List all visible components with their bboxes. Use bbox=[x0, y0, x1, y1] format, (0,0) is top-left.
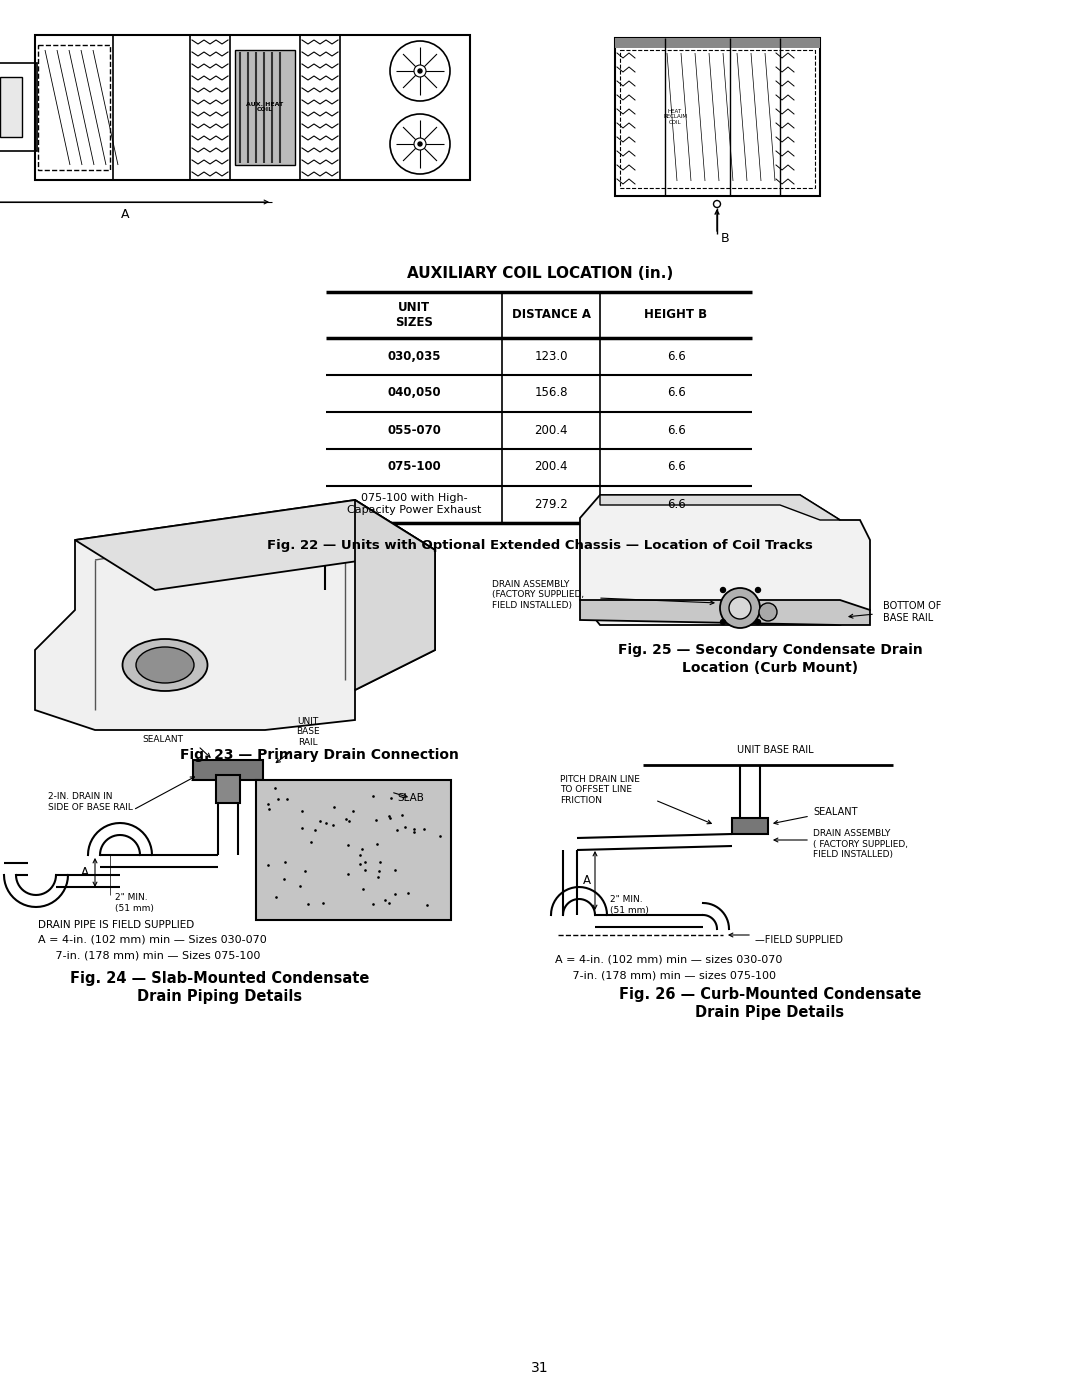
Text: 123.0: 123.0 bbox=[535, 349, 568, 362]
Text: 030,035: 030,035 bbox=[388, 349, 441, 362]
Bar bbox=[615, 38, 820, 196]
Text: SLAB: SLAB bbox=[397, 793, 424, 803]
Text: Drain Pipe Details: Drain Pipe Details bbox=[696, 1006, 845, 1020]
Bar bbox=[235, 50, 295, 165]
Bar bbox=[0, 63, 37, 151]
Text: DRAIN ASSEMBLY: DRAIN ASSEMBLY bbox=[813, 830, 890, 838]
Text: UNIT
SIZES: UNIT SIZES bbox=[395, 300, 433, 330]
Circle shape bbox=[414, 138, 426, 149]
Circle shape bbox=[720, 588, 760, 629]
Text: 6.6: 6.6 bbox=[666, 461, 686, 474]
Bar bbox=[615, 38, 820, 47]
Text: AUX. HEAT
COIL: AUX. HEAT COIL bbox=[246, 102, 284, 112]
Text: Fig. 26 — Curb-Mounted Condensate: Fig. 26 — Curb-Mounted Condensate bbox=[619, 988, 921, 1003]
Text: ( FACTORY SUPPLIED,: ( FACTORY SUPPLIED, bbox=[813, 840, 908, 848]
Text: SEALANT: SEALANT bbox=[143, 735, 184, 745]
Text: A = 4-in. (102 mm) min — Sizes 030-070: A = 4-in. (102 mm) min — Sizes 030-070 bbox=[38, 935, 267, 944]
Circle shape bbox=[756, 588, 760, 592]
Text: 156.8: 156.8 bbox=[535, 387, 568, 400]
Text: BOTTOM OF
BASE RAIL: BOTTOM OF BASE RAIL bbox=[883, 601, 942, 623]
Text: AUXILIARY COIL LOCATION (in.): AUXILIARY COIL LOCATION (in.) bbox=[407, 267, 673, 282]
Text: Fig. 22 — Units with Optional Extended Chassis — Location of Coil Tracks: Fig. 22 — Units with Optional Extended C… bbox=[267, 538, 813, 552]
Text: 6.6: 6.6 bbox=[666, 497, 686, 510]
Text: 2-IN. DRAIN IN
SIDE OF BASE RAIL: 2-IN. DRAIN IN SIDE OF BASE RAIL bbox=[48, 792, 133, 812]
Text: B: B bbox=[720, 232, 729, 244]
Text: UNIT BASE RAIL: UNIT BASE RAIL bbox=[737, 745, 813, 754]
Text: A: A bbox=[121, 208, 130, 221]
Bar bbox=[216, 775, 240, 803]
Circle shape bbox=[418, 68, 422, 73]
Text: A: A bbox=[81, 866, 89, 879]
Polygon shape bbox=[35, 500, 435, 731]
Text: 2" MIN.
(51 mm): 2" MIN. (51 mm) bbox=[610, 895, 649, 915]
Text: 2" MIN.
(51 mm): 2" MIN. (51 mm) bbox=[114, 893, 153, 912]
Text: 075-100: 075-100 bbox=[387, 461, 441, 474]
Text: 6.6: 6.6 bbox=[666, 387, 686, 400]
Bar bbox=[256, 780, 451, 921]
Text: Location (Curb Mount): Location (Curb Mount) bbox=[681, 661, 859, 675]
Text: 279.2: 279.2 bbox=[535, 497, 568, 510]
Ellipse shape bbox=[136, 647, 194, 683]
Bar bbox=[620, 50, 815, 189]
Text: HEIGHT B: HEIGHT B bbox=[645, 309, 707, 321]
Text: HEAT
RECLAIM
COIL: HEAT RECLAIM COIL bbox=[663, 109, 687, 126]
Bar bbox=[732, 819, 768, 834]
Circle shape bbox=[759, 604, 777, 622]
Bar bbox=[35, 35, 470, 180]
Polygon shape bbox=[580, 495, 870, 624]
Text: DRAIN PIPE IS FIELD SUPPLIED: DRAIN PIPE IS FIELD SUPPLIED bbox=[38, 921, 194, 930]
Text: Fig. 25 — Secondary Condensate Drain: Fig. 25 — Secondary Condensate Drain bbox=[618, 643, 922, 657]
Text: DISTANCE A: DISTANCE A bbox=[512, 309, 591, 321]
Text: 040,050: 040,050 bbox=[388, 387, 441, 400]
Circle shape bbox=[714, 201, 720, 208]
Polygon shape bbox=[600, 495, 840, 520]
Text: SEALANT: SEALANT bbox=[813, 807, 858, 817]
Text: PITCH DRAIN LINE
TO OFFSET LINE
FRICTION: PITCH DRAIN LINE TO OFFSET LINE FRICTION bbox=[561, 775, 639, 805]
Circle shape bbox=[414, 66, 426, 77]
Text: 6.6: 6.6 bbox=[666, 349, 686, 362]
Text: 7-in. (178 mm) min — Sizes 075-100: 7-in. (178 mm) min — Sizes 075-100 bbox=[38, 950, 260, 960]
Polygon shape bbox=[580, 599, 870, 624]
Text: A = 4-in. (102 mm) min — sizes 030-070: A = 4-in. (102 mm) min — sizes 030-070 bbox=[555, 956, 782, 965]
Bar bbox=[38, 45, 110, 170]
Polygon shape bbox=[355, 500, 435, 690]
Text: Drain Piping Details: Drain Piping Details bbox=[137, 989, 302, 1003]
Text: Fig. 24 — Slab-Mounted Condensate: Fig. 24 — Slab-Mounted Condensate bbox=[70, 971, 369, 985]
Text: —FIELD SUPPLIED: —FIELD SUPPLIED bbox=[755, 935, 843, 944]
Text: FIELD INSTALLED): FIELD INSTALLED) bbox=[813, 849, 893, 859]
Circle shape bbox=[756, 619, 760, 624]
Text: 31: 31 bbox=[531, 1361, 549, 1375]
Text: 075-100 with High-
Capacity Power Exhaust: 075-100 with High- Capacity Power Exhaus… bbox=[347, 493, 482, 515]
Text: 200.4: 200.4 bbox=[535, 461, 568, 474]
Ellipse shape bbox=[122, 638, 207, 692]
Text: Fig. 23 — Primary Drain Connection: Fig. 23 — Primary Drain Connection bbox=[180, 747, 459, 761]
Text: 200.4: 200.4 bbox=[535, 423, 568, 436]
Text: A: A bbox=[583, 873, 591, 887]
Circle shape bbox=[720, 588, 726, 592]
Text: 6.6: 6.6 bbox=[666, 423, 686, 436]
Text: 055-070: 055-070 bbox=[387, 423, 441, 436]
Text: UNIT
BASE
RAIL: UNIT BASE RAIL bbox=[296, 717, 320, 747]
Bar bbox=[193, 760, 264, 780]
Circle shape bbox=[418, 142, 422, 147]
Circle shape bbox=[729, 597, 751, 619]
Polygon shape bbox=[75, 500, 435, 590]
Text: DRAIN ASSEMBLY
(FACTORY SUPPLIED,
FIELD INSTALLED): DRAIN ASSEMBLY (FACTORY SUPPLIED, FIELD … bbox=[492, 580, 584, 610]
Circle shape bbox=[720, 619, 726, 624]
Text: 7-in. (178 mm) min — sizes 075-100: 7-in. (178 mm) min — sizes 075-100 bbox=[555, 970, 777, 981]
Bar bbox=[0, 77, 22, 137]
